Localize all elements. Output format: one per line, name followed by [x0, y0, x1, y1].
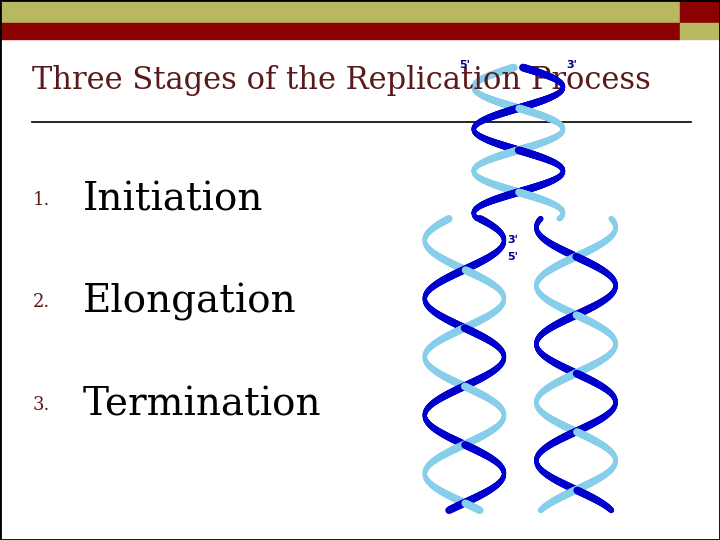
Text: 3': 3' [508, 235, 518, 245]
Text: 1.: 1. [32, 191, 50, 209]
Text: 2.: 2. [32, 293, 50, 312]
Text: Three Stages of the Replication Process: Three Stages of the Replication Process [32, 65, 652, 96]
Text: 5': 5' [459, 60, 470, 70]
Text: Initiation: Initiation [83, 181, 264, 218]
Text: 3': 3' [567, 60, 577, 70]
Text: 3.: 3. [32, 396, 50, 414]
Text: Termination: Termination [83, 387, 321, 423]
Text: 5': 5' [508, 252, 518, 261]
Text: Elongation: Elongation [83, 284, 297, 321]
